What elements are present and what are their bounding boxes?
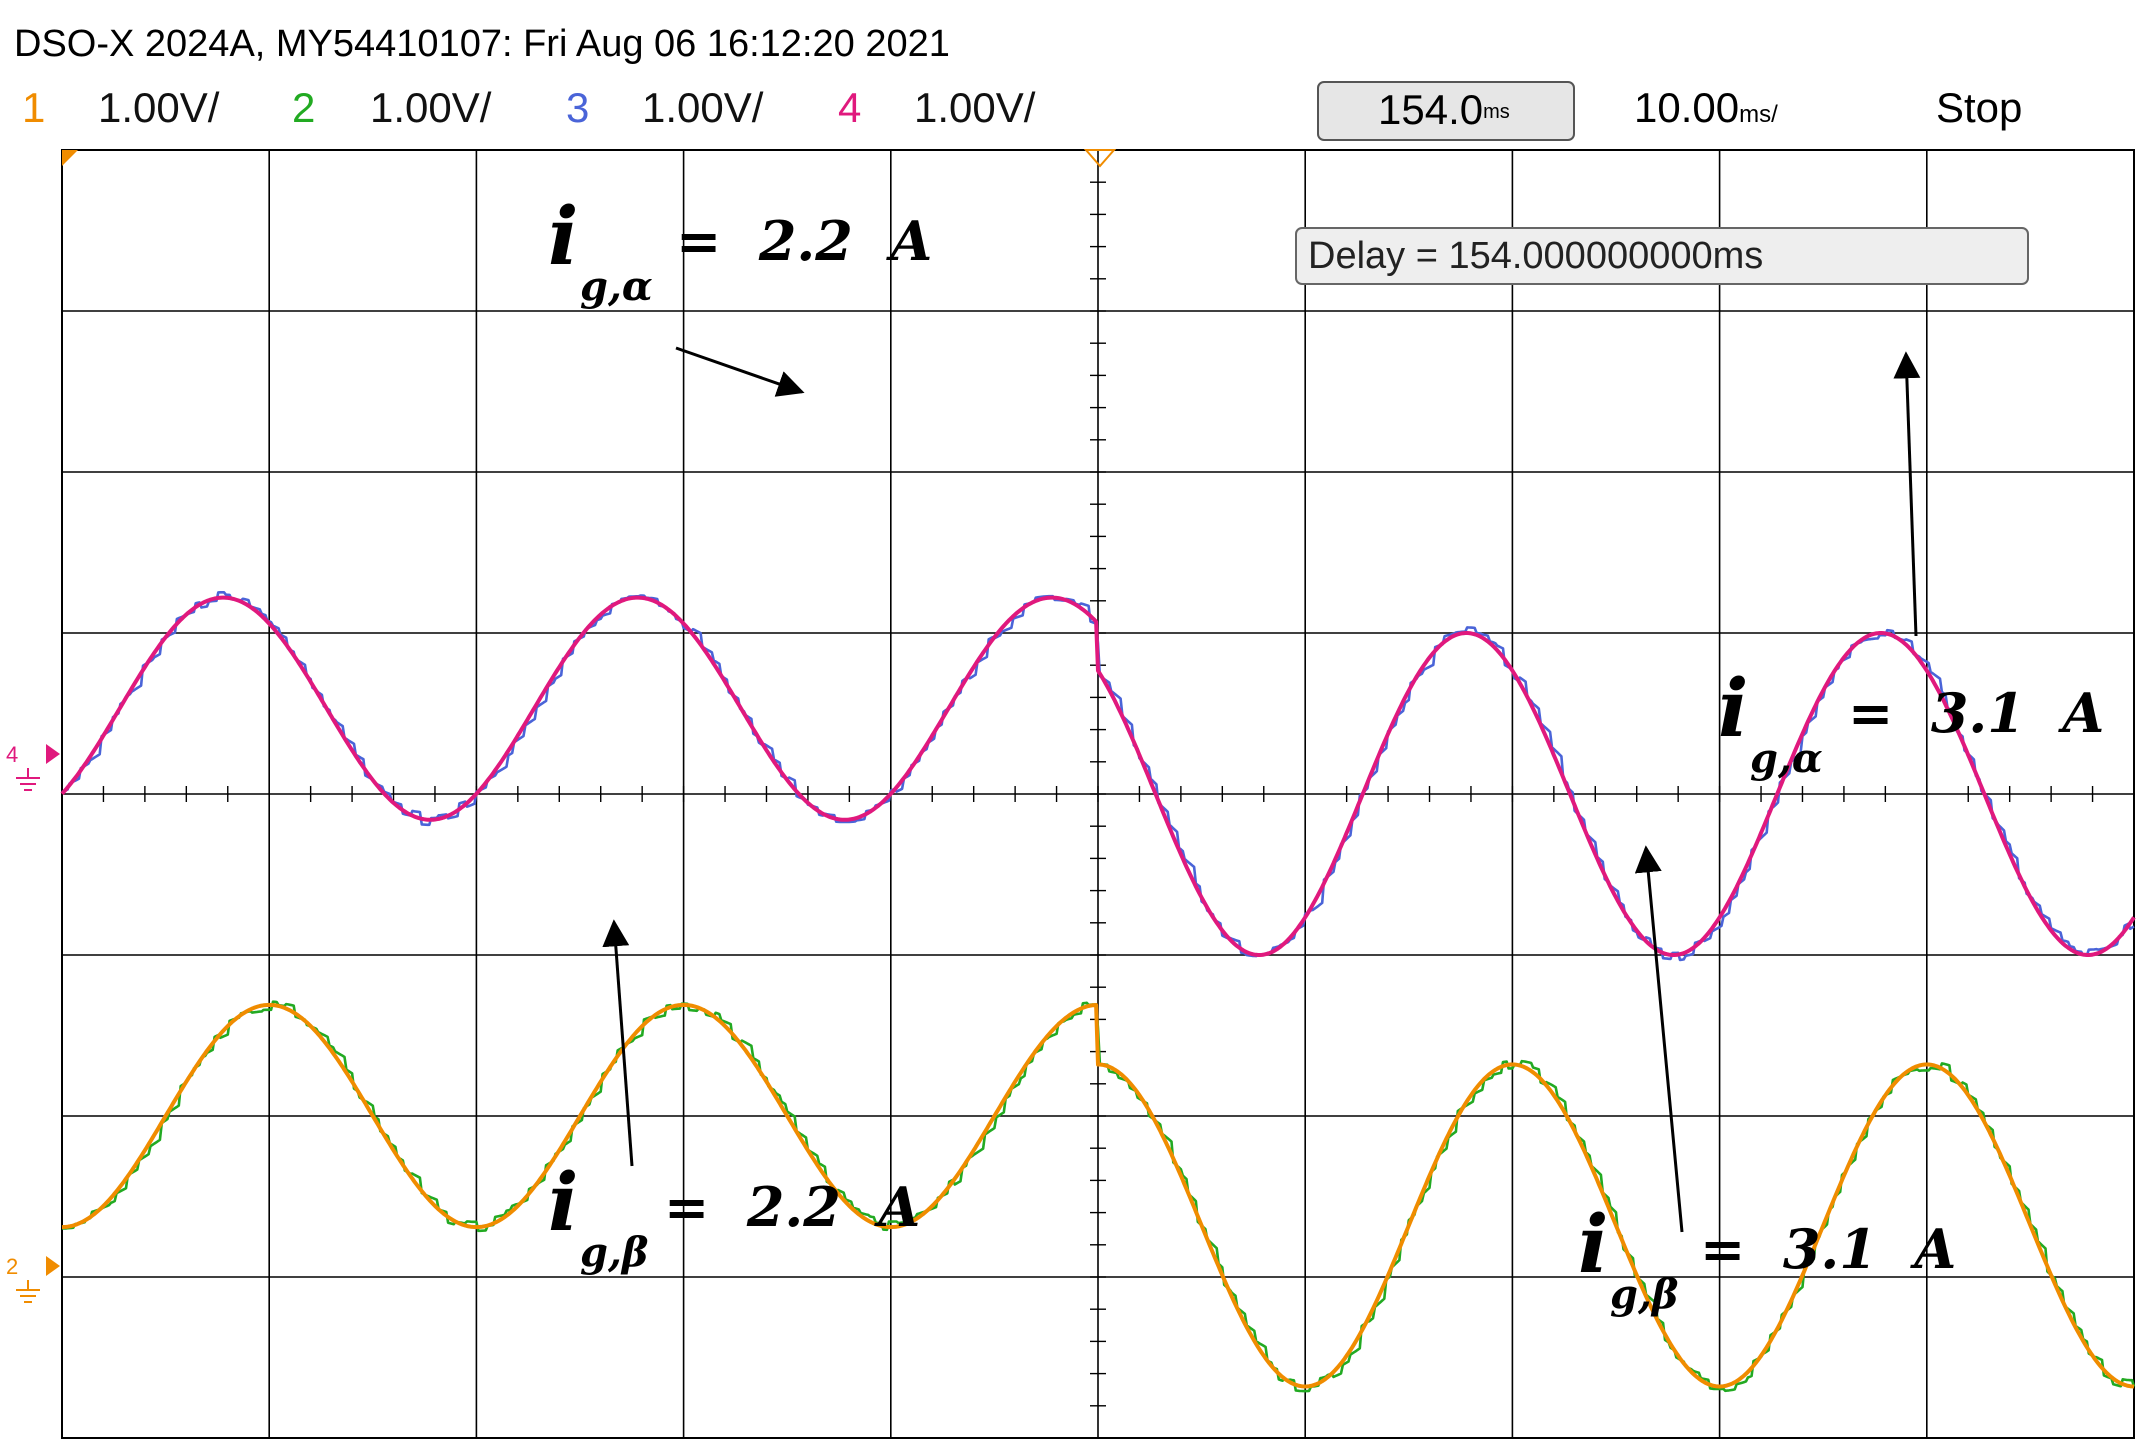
- annotation-beta-3-1: i g,β = 3.1 A: [1578, 845, 1956, 1318]
- time-reference-marker: [62, 150, 78, 166]
- delay-box[interactable]: [1317, 81, 1575, 141]
- timebase-readout[interactable]: 10.00ms/: [1634, 84, 1778, 131]
- annotation-subscript: g,α: [1750, 735, 1823, 782]
- annotation-arrow: [675, 346, 805, 397]
- ground-symbol-icon: [16, 1280, 40, 1303]
- annotation-subscript: g,β: [1610, 1271, 1678, 1318]
- ground-arrow-icon: [46, 1256, 60, 1276]
- channel-4-number[interactable]: 4: [838, 84, 861, 131]
- trace-channel-1: [61, 1002, 2135, 1389]
- annotation-value: = 2.2 A: [664, 1175, 920, 1239]
- annotation-symbol: i: [1718, 661, 1748, 755]
- delay-readout-box: [1295, 227, 2029, 285]
- annotation-value: = 2.2 A: [676, 209, 932, 273]
- channel-3-number[interactable]: 3: [566, 84, 589, 131]
- channel-1-number[interactable]: 1: [22, 84, 45, 131]
- trigger-point-marker: [1083, 149, 1117, 168]
- delay-readout-text: Delay = 154.000000000ms: [1308, 235, 1763, 277]
- annotation-arrow: [1634, 845, 1684, 1233]
- channel-4-scale: 1.00V/: [914, 84, 1036, 131]
- ground-arrow-icon: [46, 744, 60, 764]
- ch4-ground-marker[interactable]: 4: [6, 742, 60, 791]
- ground-symbol-icon: [16, 768, 40, 791]
- channel-1-scale: 1.00V/: [98, 84, 220, 131]
- graticule: [61, 149, 2135, 1439]
- scope-title: DSO-X 2024A, MY54410107: Fri Aug 06 16:1…: [14, 23, 950, 65]
- annotation-value: = 3.1 A: [1700, 1217, 1956, 1281]
- annotation-symbol: i: [548, 1155, 578, 1249]
- annotation-subscript: g,β: [580, 1229, 648, 1276]
- ch2-ground-marker[interactable]: 2: [6, 1254, 60, 1303]
- annotation-value: = 3.1 A: [1848, 681, 2104, 745]
- channel-3-scale: 1.00V/: [642, 84, 764, 131]
- run-state[interactable]: Stop: [1936, 84, 2022, 131]
- channel-2-scale: 1.00V/: [370, 84, 492, 131]
- ch4-ground-label: 4: [6, 742, 18, 767]
- annotation-symbol: i: [1578, 1197, 1608, 1291]
- annotation-arrow: [602, 919, 634, 1167]
- waveform-traces: [60, 590, 2136, 1393]
- annotation-subscript: g,α: [580, 263, 653, 310]
- annotation-arrow: [1893, 351, 1921, 637]
- channel-2-number[interactable]: 2: [292, 84, 315, 131]
- annotation-alpha-2-2: i g,α = 2.2 A: [548, 189, 932, 397]
- channel-scale-row: 1 1.00V/ 2 1.00V/ 3 1.00V/ 4 1.00V/: [22, 84, 1036, 131]
- annotation-symbol: i: [548, 189, 578, 283]
- trace-channel-4: [60, 595, 2136, 957]
- ch2-ground-label: 2: [6, 1254, 18, 1279]
- delay-box-value: 154.0ms: [1378, 86, 1510, 133]
- annotation-alpha-3-1: i g,α = 3.1 A: [1718, 351, 2104, 782]
- annotation-beta-2-2: i g,β = 2.2 A: [548, 919, 920, 1276]
